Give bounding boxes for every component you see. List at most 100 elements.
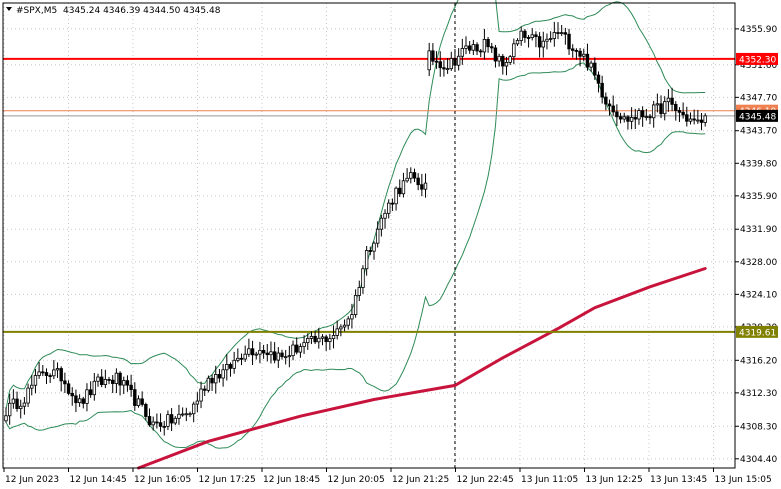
x-tick-label: 13 Jun 11:05 [521,475,578,485]
candle-body [15,398,19,409]
candle-body [250,348,255,356]
candle-body [96,376,100,382]
candle-body [140,398,144,405]
x-tick-label: 12 Jun 18:45 [263,475,320,485]
candle-body [685,114,689,122]
candle-body [571,48,575,51]
candle-body [317,337,321,343]
candle-body [125,380,130,386]
candle-body [136,398,141,406]
candle-body [92,380,97,396]
candle-body [460,48,465,57]
candle [409,167,413,184]
x-tick-label: 12 Jun 2023 [5,475,59,485]
candle [166,410,170,431]
candle-body [99,376,104,385]
candle [497,53,501,67]
candle-body [398,187,402,195]
candle-body [258,349,262,355]
moving-average [137,267,707,470]
collapse-triangle-icon[interactable] [6,7,12,11]
candle-body [328,338,332,343]
candle-body [537,36,542,48]
candle [335,320,339,340]
y-tick-label: 4335.90 [740,192,777,202]
candle-body [688,118,693,122]
candle-body [320,336,325,339]
y-tick-label: 4331.90 [740,225,777,235]
candle [593,57,597,80]
candle [567,28,571,55]
candle [74,389,78,413]
candle [379,214,384,237]
candle [41,365,45,377]
x-tick-label: 12 Jun 14:45 [70,475,127,485]
candle-body [361,268,365,288]
candle [508,54,512,66]
candle [133,382,137,411]
candle [55,362,60,378]
candle-body [265,352,269,356]
candle-body [497,55,501,62]
candle-body [405,177,409,182]
candle [22,397,27,415]
candle [243,345,247,362]
candle [239,353,244,366]
header: #SPX,M5 4345.24 4346.39 4344.50 4345.48 [6,6,221,16]
candle-body [147,416,152,426]
candle [548,31,553,43]
candle [622,112,626,123]
plot-frame [2,2,736,469]
candle-body [626,116,630,122]
candle-body [674,103,678,111]
candle [479,49,483,58]
candle [261,344,266,359]
candle-body [383,212,387,219]
candle [346,316,350,330]
candle-body [81,398,85,404]
candle [582,48,586,62]
candle-body [357,287,361,296]
candle-body [438,61,442,69]
candle-body [169,414,174,424]
candle [640,106,645,127]
candle [37,362,41,379]
candle [280,349,284,360]
candle-body [456,55,461,66]
candle [390,198,395,211]
candle-body [633,117,637,120]
candle [177,404,181,425]
candle-body [420,184,424,190]
candle [618,112,623,124]
candle-body [637,110,641,120]
candle [589,60,593,72]
candle [324,334,328,351]
candle [438,51,442,77]
y-tick-label: 4312.30 [740,389,777,399]
candle [81,396,85,409]
candle-body [55,368,60,371]
candle-body [66,383,71,394]
candle [210,374,214,391]
y-tick-label: 4304.40 [740,455,777,465]
candle [423,173,428,198]
candle-body [401,180,406,195]
candle [659,95,663,119]
candle-body [158,422,163,427]
candle-body [475,44,479,52]
candle-body [600,82,604,98]
candle [298,343,303,358]
candle [434,51,439,69]
candle [416,173,420,191]
candle [320,334,325,346]
candle [88,381,93,398]
candle-body [324,336,328,343]
candle-body [236,357,240,361]
candle [442,60,446,77]
y-tick-label: 4324.10 [740,290,777,300]
candle-body [114,372,119,384]
candle [180,407,185,417]
candle [361,265,365,294]
